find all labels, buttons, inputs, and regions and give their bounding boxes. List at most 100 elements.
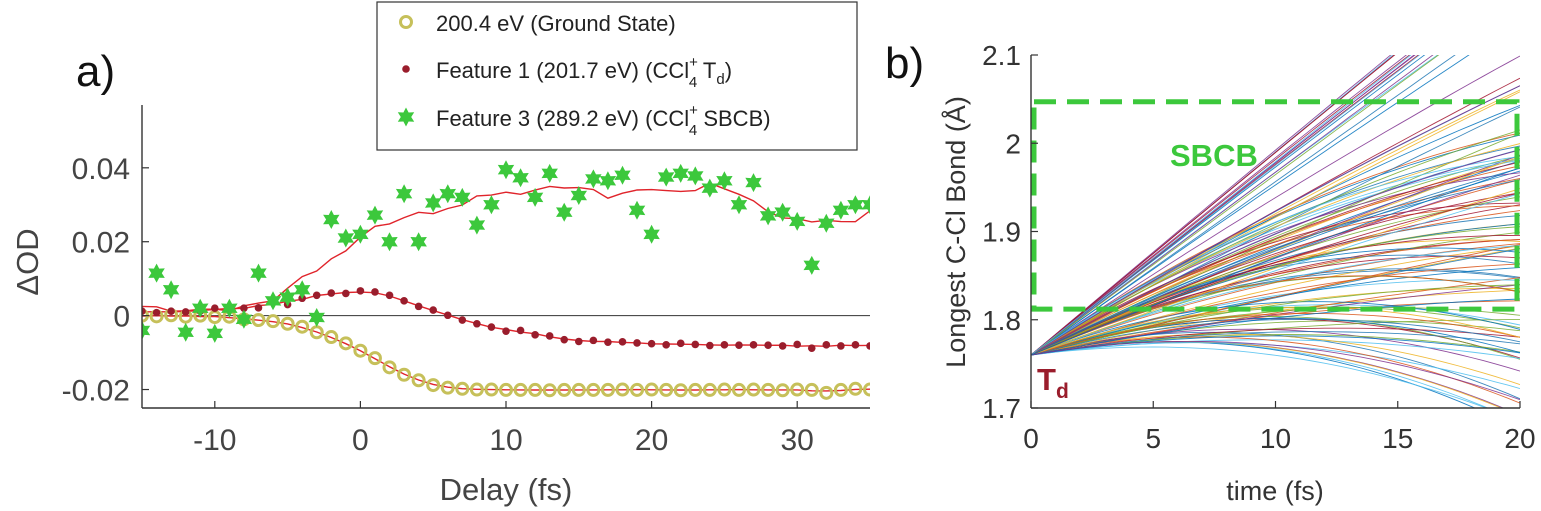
feature1-point bbox=[676, 339, 685, 348]
trajectory-line bbox=[1031, 55, 1426, 356]
feature1-point bbox=[691, 340, 700, 349]
feature3-point bbox=[687, 166, 704, 186]
legend-entry-feature1-prefix: Feature 1 (201.7 eV) (CCl bbox=[436, 58, 689, 83]
trajectory-line bbox=[1031, 55, 1396, 356]
ground-state-point bbox=[411, 373, 426, 388]
trajectory-line bbox=[1031, 234, 1520, 356]
ground-state-point bbox=[353, 343, 368, 358]
ground-state-point bbox=[615, 382, 630, 397]
feature1-point bbox=[414, 302, 423, 311]
trajectory-line bbox=[1031, 55, 1416, 356]
feature1-point bbox=[312, 291, 321, 300]
td-label-main: T bbox=[1037, 362, 1056, 397]
chart-a-x-label: Delay (fs) bbox=[440, 472, 573, 507]
legend-entry-feature1-sup: + bbox=[689, 54, 698, 71]
trajectory-line bbox=[1031, 318, 1520, 356]
legend-entry-feature1-suffix-sub: d bbox=[716, 71, 724, 88]
sbcb-label: SBCB bbox=[1170, 138, 1258, 173]
feature3-point bbox=[352, 224, 369, 244]
feature1-point bbox=[545, 332, 554, 340]
feature1-point bbox=[240, 304, 248, 313]
ground-state-point bbox=[484, 382, 499, 397]
ground-state-point bbox=[324, 330, 339, 345]
feature1-point bbox=[706, 341, 714, 350]
feature3-point bbox=[497, 160, 515, 180]
feature1-point bbox=[487, 323, 496, 331]
ground-state-point bbox=[397, 367, 412, 382]
chart-b-y-tick-label: 2 bbox=[1005, 128, 1021, 159]
trajectory-line bbox=[1031, 55, 1412, 356]
chart-a-x-ticks: -10 0 10 20 30 bbox=[193, 401, 814, 457]
feature3-point bbox=[279, 287, 296, 307]
ground-state-point bbox=[455, 381, 470, 396]
ground-state-point bbox=[600, 382, 615, 397]
chart-a-y-tick-label: 0.04 bbox=[72, 153, 130, 186]
feature1-point bbox=[142, 307, 146, 315]
trajectory-line bbox=[1031, 340, 1520, 401]
feature1-point bbox=[662, 341, 670, 349]
feature1-point bbox=[152, 308, 161, 317]
feature3-point bbox=[818, 213, 835, 233]
ground-state-point bbox=[251, 313, 266, 328]
chart-a-x-tick-label: 30 bbox=[781, 424, 814, 457]
trajectory-line bbox=[1031, 188, 1520, 356]
ground-state-point bbox=[717, 382, 732, 397]
ground-state-point bbox=[833, 382, 848, 397]
feature1-point bbox=[327, 289, 336, 297]
legend-entry-feature3-prefix: Feature 3 (289.2 eV) (CCl bbox=[436, 106, 689, 131]
feature3-point bbox=[454, 187, 471, 207]
legend-entry-feature3: Feature 3 (289.2 eV) (CCl+ 4 SBCB) bbox=[436, 102, 771, 139]
feature1-point bbox=[400, 297, 408, 305]
feature3-point bbox=[425, 193, 442, 213]
trajectory-line bbox=[1031, 55, 1394, 356]
sbcb-box bbox=[1031, 99, 1520, 312]
feature1-point bbox=[720, 341, 729, 349]
ground-state-point bbox=[382, 360, 397, 375]
ground-state-point bbox=[469, 382, 484, 397]
chart-b-x-tick-label: 10 bbox=[1260, 423, 1291, 454]
chart-b-y-ticks: 1.7 1.8 1.9 2 2.1 bbox=[982, 40, 1038, 424]
trajectory-line bbox=[1031, 313, 1520, 356]
trajectory-line bbox=[1031, 55, 1408, 356]
feature3-point bbox=[148, 263, 165, 283]
feature3-point bbox=[774, 202, 791, 222]
feature3-point bbox=[657, 167, 675, 187]
legend-symbol-2 bbox=[397, 107, 415, 127]
feature3-point bbox=[614, 165, 631, 185]
trajectory-line bbox=[1031, 226, 1520, 356]
ground-state-point bbox=[761, 382, 776, 397]
feature3-point bbox=[701, 178, 719, 198]
chart-b-x-tick-label: 15 bbox=[1382, 423, 1413, 454]
feature1-point bbox=[604, 338, 612, 347]
chart-a-y-tick-label: -0.02 bbox=[62, 375, 130, 408]
chart-b-plot-area bbox=[1031, 55, 1520, 408]
chart-a-x-tick-label: 10 bbox=[489, 424, 522, 457]
panel-a-label: a) bbox=[76, 47, 115, 96]
feature3-point bbox=[323, 210, 340, 229]
feature3-point bbox=[177, 322, 194, 342]
feature1-point bbox=[807, 344, 816, 352]
trajectory-line bbox=[1031, 167, 1520, 356]
feature3-point bbox=[570, 186, 587, 205]
feature3-point bbox=[142, 320, 151, 340]
ground-state-point bbox=[659, 382, 674, 397]
feature1-point bbox=[837, 342, 845, 350]
feature1-point bbox=[502, 327, 510, 335]
trajectory-line bbox=[1031, 336, 1520, 404]
ground-state-point bbox=[848, 381, 863, 396]
chart-a-x-tick-label: -10 bbox=[193, 424, 236, 457]
feature1-point bbox=[764, 341, 772, 349]
feature3-point bbox=[556, 202, 573, 222]
trajectory-line bbox=[1031, 55, 1411, 356]
feature1-point bbox=[211, 304, 219, 313]
feature1-point bbox=[385, 291, 394, 300]
feature1-point bbox=[866, 342, 870, 350]
feature3-point bbox=[512, 168, 529, 188]
fit-curve-2 bbox=[142, 182, 870, 312]
ground-state-point bbox=[338, 336, 353, 351]
feature1-point bbox=[749, 341, 758, 349]
ground-state-point bbox=[571, 382, 586, 397]
feature1-point bbox=[618, 338, 627, 346]
ground-state-point bbox=[542, 383, 557, 398]
ground-state-point bbox=[688, 382, 703, 397]
